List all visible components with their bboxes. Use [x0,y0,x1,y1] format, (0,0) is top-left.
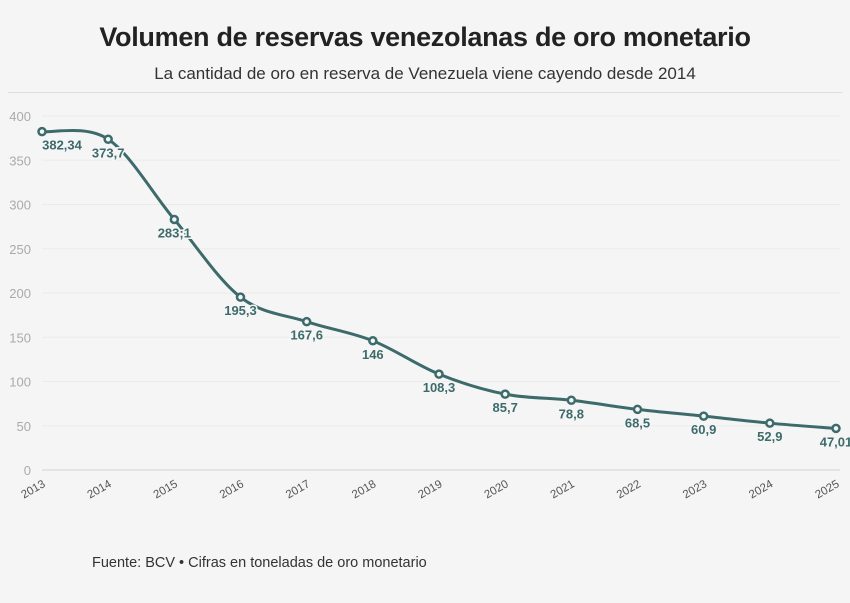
data-point [831,423,841,434]
data-label: 373,7 [92,145,125,160]
y-tick-label: 400 [9,109,31,124]
x-tick-label: 2019 [416,478,444,501]
data-label: 283;1 [158,225,191,240]
x-tick-label: 2023 [681,478,709,501]
data-label: 85,7 [493,400,518,415]
y-tick-label: 50 [17,419,31,434]
data-point [500,389,510,399]
y-tick-label: 250 [9,242,31,257]
x-tick-label: 2013 [19,478,47,501]
data-label: 146 [362,347,384,362]
x-tick-label: 2018 [350,478,378,501]
data-label: 167,6 [290,328,323,343]
source-note: Fuente: BCV • Cifras en toneladas de oro… [92,555,427,571]
data-label: 47,01 [820,434,850,449]
y-tick-label: 100 [9,375,31,390]
x-tick-label: 2016 [218,478,246,501]
y-tick-label: 350 [9,153,31,168]
x-tick-label: 2024 [747,478,776,501]
data-point [632,404,643,415]
data-label: 52,9 [757,429,782,444]
y-tick-label: 200 [9,286,31,301]
x-tick-label: 2021 [549,478,577,501]
chart-subtitle: La cantidad de oro en reserva de Venezue… [154,64,696,83]
chart-title: Volumen de reservas venezolanas de oro m… [99,22,751,52]
data-point [301,316,312,327]
data-point [566,395,577,406]
data-label: 78,8 [559,406,584,421]
data-label: 195,3 [224,303,257,318]
data-point [765,418,775,428]
data-point [103,134,113,145]
data-label: 60,9 [691,422,716,437]
data-label: 382,34 [42,138,83,153]
divider [8,92,842,93]
data-point [698,411,709,421]
x-tick-label: 2017 [284,478,312,501]
data-point [235,292,246,302]
y-tick-label: 150 [9,330,31,345]
x-tick-label: 2014 [86,478,115,501]
data-point [37,126,47,137]
x-tick-label: 2025 [813,478,841,501]
data-label: 108,3 [423,380,456,395]
x-tick-label: 2022 [615,478,643,501]
x-tick-label: 2015 [152,478,180,501]
x-tick-label: 2020 [483,478,511,501]
data-point [434,369,444,379]
data-point [169,214,180,225]
y-tick-label: 0 [24,463,31,478]
y-tick-label: 300 [9,198,31,213]
data-point [368,336,378,346]
data-label: 68,5 [625,415,650,430]
